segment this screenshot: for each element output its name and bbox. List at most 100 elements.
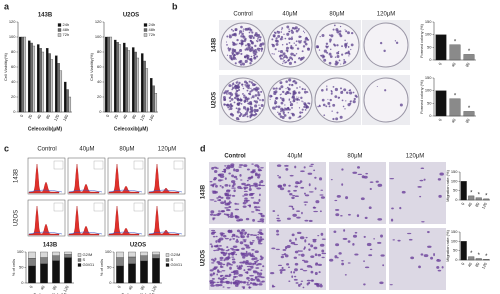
significance-mark: *	[485, 193, 488, 199]
colony	[258, 38, 262, 42]
row-label: U2OS	[212, 92, 218, 108]
colony	[286, 25, 290, 29]
cell	[307, 172, 313, 175]
cell	[231, 174, 234, 178]
bar	[449, 44, 461, 61]
x-tick-label: 20	[27, 113, 34, 120]
cell	[259, 218, 265, 221]
cell	[244, 261, 249, 265]
colony	[345, 30, 348, 33]
cell	[242, 239, 247, 241]
colony	[318, 49, 321, 51]
column-header: 40μM	[79, 147, 94, 153]
cell	[285, 167, 289, 171]
colony	[236, 86, 240, 90]
colony	[234, 33, 237, 37]
bar	[18, 36, 22, 113]
y-tick-label: 40	[11, 79, 16, 84]
cell	[284, 164, 289, 167]
cell	[218, 173, 222, 177]
y-axis-label: Cell Viability(%)	[3, 52, 8, 81]
cell	[259, 281, 264, 283]
bar	[36, 44, 40, 113]
cell	[232, 237, 236, 240]
colony	[236, 89, 239, 92]
colony	[348, 46, 350, 48]
cell	[423, 178, 426, 181]
colony	[296, 98, 299, 101]
colony	[275, 105, 278, 108]
y-tick-label: 50	[19, 265, 24, 270]
colony	[326, 85, 328, 87]
y-tick-label: 0	[455, 257, 458, 262]
colony	[275, 87, 278, 90]
cell	[319, 284, 323, 288]
cell	[223, 213, 226, 216]
colony	[295, 40, 298, 43]
cell	[293, 278, 298, 281]
colony	[238, 33, 240, 35]
colony	[280, 110, 282, 113]
cell	[363, 260, 365, 263]
cell	[295, 282, 299, 284]
legend-label: S	[83, 257, 86, 262]
histogram	[108, 163, 140, 194]
dish	[363, 22, 409, 68]
colony	[242, 83, 244, 85]
colony	[235, 81, 238, 84]
cell	[228, 200, 231, 203]
cell	[252, 262, 255, 266]
cell	[279, 271, 283, 274]
cell	[360, 197, 365, 201]
cell	[243, 252, 246, 255]
bar-segment	[64, 257, 72, 284]
cell	[242, 260, 246, 264]
cell	[306, 264, 312, 268]
cell	[257, 165, 260, 169]
cell	[257, 234, 260, 236]
colony	[258, 107, 261, 110]
bar	[54, 55, 58, 113]
cell	[249, 282, 253, 285]
cell	[226, 246, 229, 249]
cell	[234, 208, 240, 211]
bar	[23, 36, 27, 113]
bar	[468, 256, 475, 261]
cell	[399, 206, 402, 210]
cell	[300, 253, 305, 257]
cell	[222, 234, 227, 238]
cell	[284, 246, 288, 250]
cell	[235, 240, 239, 243]
cell	[294, 195, 299, 198]
colony	[223, 91, 226, 95]
bar	[109, 36, 113, 113]
colony	[303, 90, 307, 94]
colony	[253, 113, 256, 117]
dish	[314, 77, 360, 123]
cell	[219, 271, 222, 273]
cell	[260, 238, 265, 241]
y-tick-label: 0	[99, 109, 102, 114]
bar	[27, 40, 31, 113]
colony	[288, 108, 291, 111]
histogram	[28, 163, 60, 194]
cell	[330, 179, 333, 181]
colony	[260, 90, 263, 93]
y-tick-label: 20	[97, 94, 102, 99]
cell	[240, 231, 244, 234]
colony	[255, 53, 257, 56]
bar-segment	[128, 251, 136, 258]
colony	[233, 58, 235, 60]
colony	[256, 87, 260, 91]
cell	[219, 274, 223, 278]
colony	[274, 107, 276, 109]
colony	[280, 85, 284, 89]
colony	[249, 114, 253, 118]
cell	[238, 166, 242, 168]
x-tick-label: 80	[464, 117, 471, 124]
cell	[218, 210, 221, 212]
colony	[394, 40, 397, 42]
colony	[354, 94, 357, 98]
fit-line	[108, 231, 143, 235]
